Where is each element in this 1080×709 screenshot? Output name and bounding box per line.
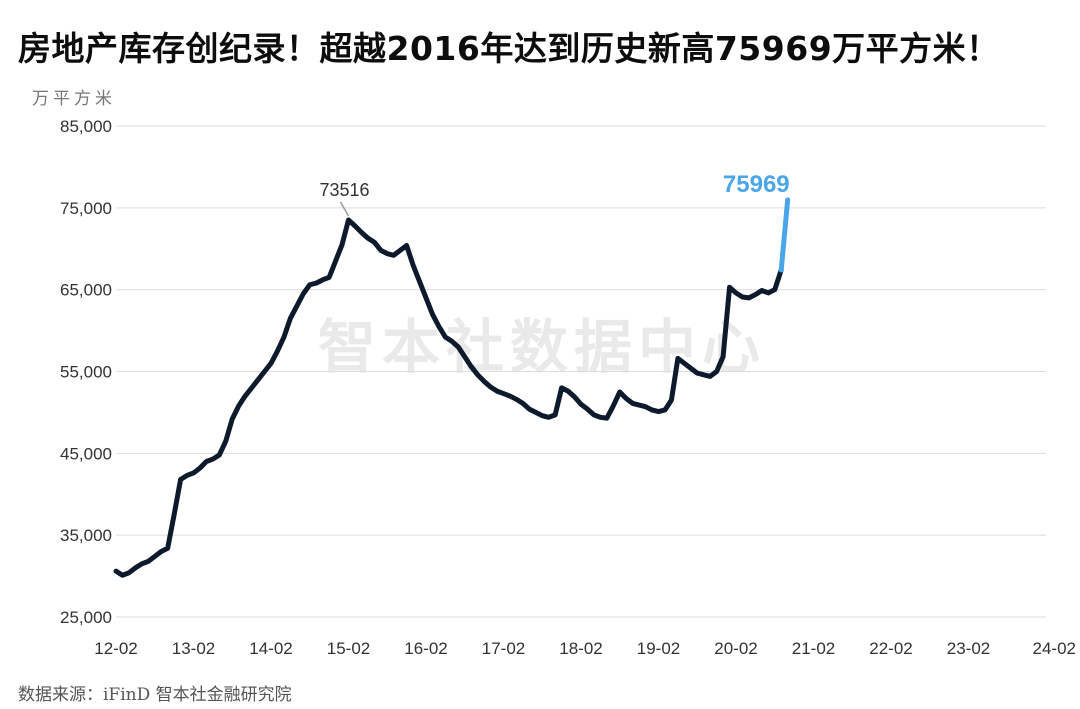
x-axis-ticks: 12-02 13-02 14-02 15-02 16-02 17-02 18-02 19-02… <box>94 639 1076 658</box>
y-tick-label: 45,000 <box>60 444 112 463</box>
chart-title: 房地产库存创纪录！超越2016年达到历史新高75969万平方米！ <box>18 29 1000 68</box>
peak-leader-line <box>339 201 350 217</box>
y-tick-label: 65,000 <box>60 281 112 300</box>
x-tick-label: 16-02 <box>404 639 447 658</box>
series-line <box>113 217 784 578</box>
x-tick-label: 18-02 <box>559 639 602 658</box>
annotations: 73516 75969 <box>319 171 790 217</box>
y-tick-label: 75,000 <box>60 199 112 218</box>
series-line-latest-segment <box>778 197 791 273</box>
x-tick-label: 24-02 <box>1033 639 1076 658</box>
y-tick-label: 35,000 <box>60 526 112 545</box>
y-tick-label: 25,000 <box>60 608 112 627</box>
x-tick-label: 14-02 <box>249 639 292 658</box>
x-tick-label: 17-02 <box>482 639 525 658</box>
x-tick-label: 21-02 <box>792 639 835 658</box>
x-tick-label: 20-02 <box>714 639 757 658</box>
x-tick-label: 12-02 <box>94 639 137 658</box>
grid-lines <box>116 125 1046 618</box>
x-tick-label: 15-02 <box>327 639 370 658</box>
watermark: 智本社数据中心 <box>318 313 767 381</box>
x-tick-label: 22-02 <box>869 639 912 658</box>
y-axis-ticks: 25,000 35,000 45,000 55,000 65,000 75,000 85,0… <box>60 117 112 627</box>
peak-label: 73516 <box>319 180 369 200</box>
series-group <box>113 197 791 578</box>
x-tick-label: 13-02 <box>172 639 215 658</box>
y-axis-unit-label: 万平方米 <box>32 89 116 109</box>
x-tick-label: 23-02 <box>947 639 990 658</box>
y-tick-label: 55,000 <box>60 363 112 382</box>
x-tick-label: 19-02 <box>637 639 680 658</box>
source-note: 数据来源：iFinD 智本社金融研究院 <box>18 685 292 705</box>
y-tick-label: 85,000 <box>60 117 112 136</box>
latest-value-label: 75969 <box>723 171 790 198</box>
